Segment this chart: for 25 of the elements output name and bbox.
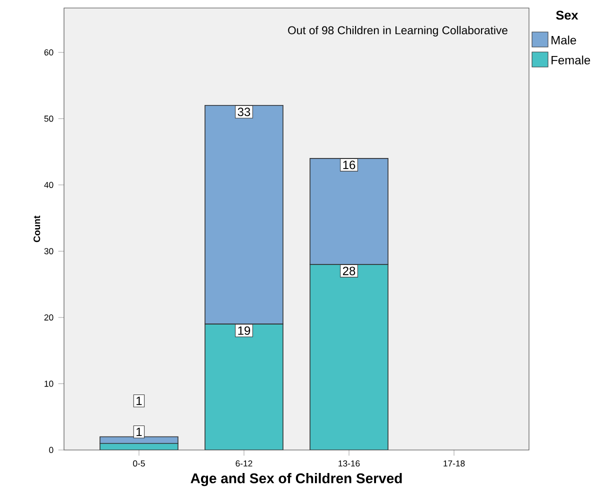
x-axis-title: Age and Sex of Children Served: [190, 473, 402, 486]
data-label: 33: [238, 108, 250, 116]
x-tick-label: 17-18: [444, 460, 465, 467]
data-label: 19: [238, 326, 250, 335]
y-tick-label: 50: [44, 116, 54, 122]
y-tick-label: 40: [44, 182, 54, 188]
annotation: Out of 98 Children in Learning Collaborative: [288, 26, 508, 37]
x-tick-label: 13-16: [338, 460, 360, 467]
data-label: 1: [136, 396, 142, 405]
x-tick-label: 0-5: [133, 460, 145, 467]
legend-title: Sex: [556, 10, 578, 20]
bar: [204, 324, 284, 450]
y-tick-label: 30: [44, 248, 54, 254]
x-tick-label: 6-12: [236, 460, 252, 467]
bar: [310, 264, 388, 450]
y-tick-label: 20: [44, 314, 54, 321]
y-tick-label: 10: [44, 380, 54, 387]
data-label: 28: [342, 266, 356, 276]
y-tick-label: 60: [44, 49, 54, 56]
data-label: 16: [343, 160, 356, 170]
data-label: 1: [136, 428, 142, 436]
y-axis-title: Count: [34, 216, 40, 242]
y-tick-label: 0: [49, 446, 54, 454]
legend-label: Male: [552, 36, 576, 44]
legend-label: Female: [552, 56, 590, 64]
